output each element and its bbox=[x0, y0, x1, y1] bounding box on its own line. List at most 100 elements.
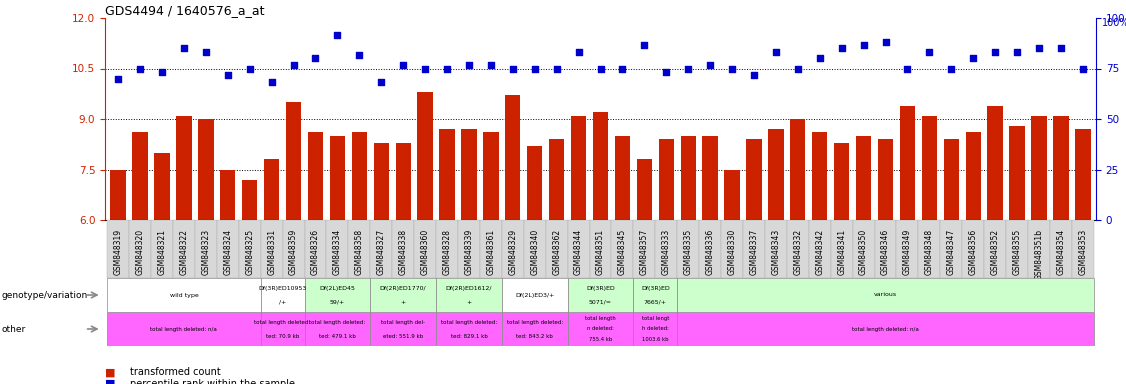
Bar bbox=[1075, 129, 1090, 220]
Text: GSM848341: GSM848341 bbox=[837, 229, 846, 275]
Text: GSM848326: GSM848326 bbox=[311, 229, 320, 275]
Text: GDS4494 / 1640576_a_at: GDS4494 / 1640576_a_at bbox=[105, 4, 265, 17]
Text: GSM848335: GSM848335 bbox=[683, 229, 692, 275]
Text: GSM848330: GSM848330 bbox=[727, 229, 736, 275]
Point bbox=[306, 55, 324, 61]
Bar bbox=[436, 220, 458, 278]
Point bbox=[876, 38, 894, 45]
Bar bbox=[502, 278, 568, 312]
Text: total length deleted: n/a: total length deleted: n/a bbox=[852, 326, 919, 331]
Point bbox=[175, 45, 193, 51]
Bar bbox=[260, 312, 304, 346]
Bar bbox=[129, 220, 151, 278]
Bar bbox=[107, 312, 260, 346]
Text: +: + bbox=[466, 300, 472, 305]
Bar bbox=[634, 312, 677, 346]
Bar bbox=[370, 220, 392, 278]
Text: 7665/+: 7665/+ bbox=[644, 300, 667, 305]
Point bbox=[197, 49, 215, 55]
Bar bbox=[439, 129, 455, 220]
Text: 1003.6 kb: 1003.6 kb bbox=[642, 338, 669, 343]
Text: GSM848342: GSM848342 bbox=[815, 229, 824, 275]
Text: GSM848321: GSM848321 bbox=[158, 229, 167, 275]
Text: ted: 479.1 kb: ted: 479.1 kb bbox=[319, 334, 356, 339]
Text: GSM848349: GSM848349 bbox=[903, 229, 912, 275]
Text: ted: 829.1 kb: ted: 829.1 kb bbox=[450, 334, 488, 339]
Text: GSM848360: GSM848360 bbox=[421, 229, 430, 275]
Bar bbox=[198, 119, 214, 220]
Bar bbox=[636, 159, 652, 220]
Point bbox=[394, 62, 412, 68]
Bar bbox=[286, 102, 302, 220]
Text: GSM848332: GSM848332 bbox=[794, 229, 803, 275]
Bar bbox=[348, 220, 370, 278]
Bar bbox=[392, 220, 414, 278]
Text: GSM848354: GSM848354 bbox=[1056, 229, 1065, 275]
Bar bbox=[502, 220, 524, 278]
Bar bbox=[283, 220, 304, 278]
Bar bbox=[1072, 220, 1093, 278]
Bar bbox=[677, 312, 1093, 346]
Bar bbox=[831, 220, 852, 278]
Text: GSM848359: GSM848359 bbox=[289, 229, 298, 275]
Text: GSM848362: GSM848362 bbox=[552, 229, 561, 275]
Text: 5071/=: 5071/= bbox=[589, 300, 613, 305]
Text: GSM848356: GSM848356 bbox=[968, 229, 977, 275]
Text: GSM848333: GSM848333 bbox=[662, 229, 671, 275]
Text: other: other bbox=[1, 324, 26, 333]
Bar bbox=[724, 169, 740, 220]
Bar bbox=[834, 142, 849, 220]
Point bbox=[262, 79, 280, 85]
Bar bbox=[263, 159, 279, 220]
Bar bbox=[351, 132, 367, 220]
Text: percentile rank within the sample: percentile rank within the sample bbox=[129, 379, 295, 384]
Text: GSM848347: GSM848347 bbox=[947, 229, 956, 275]
Text: n deleted:: n deleted: bbox=[587, 326, 614, 331]
Text: GSM848325: GSM848325 bbox=[245, 229, 254, 275]
Text: GSM848334: GSM848334 bbox=[333, 229, 342, 275]
Bar bbox=[611, 220, 634, 278]
Text: GSM848319: GSM848319 bbox=[114, 229, 123, 275]
Text: GSM848329: GSM848329 bbox=[508, 229, 517, 275]
Text: GSM848351b: GSM848351b bbox=[1035, 229, 1044, 280]
Bar bbox=[458, 220, 480, 278]
Point bbox=[942, 65, 960, 71]
Text: GSM848340: GSM848340 bbox=[530, 229, 539, 275]
Bar bbox=[592, 112, 608, 220]
Bar bbox=[1049, 220, 1072, 278]
Bar bbox=[110, 169, 126, 220]
Text: transformed count: transformed count bbox=[129, 367, 221, 377]
Bar bbox=[506, 96, 520, 220]
Text: eted: 551.9 kb: eted: 551.9 kb bbox=[383, 334, 423, 339]
Text: total length del-: total length del- bbox=[382, 320, 426, 325]
Text: GSM848327: GSM848327 bbox=[377, 229, 386, 275]
Point bbox=[350, 52, 368, 58]
Bar bbox=[304, 312, 370, 346]
Bar bbox=[634, 278, 677, 312]
Bar bbox=[966, 132, 981, 220]
Bar bbox=[195, 220, 217, 278]
Text: Df(2L)ED3/+: Df(2L)ED3/+ bbox=[515, 293, 554, 298]
Text: GSM848350: GSM848350 bbox=[859, 229, 868, 275]
Bar bbox=[1009, 126, 1025, 220]
Text: GSM848352: GSM848352 bbox=[991, 229, 1000, 275]
Bar bbox=[790, 119, 805, 220]
Text: GSM848336: GSM848336 bbox=[706, 229, 715, 275]
Text: GSM848355: GSM848355 bbox=[1012, 229, 1021, 275]
Text: GSM848361: GSM848361 bbox=[486, 229, 495, 275]
Text: total lengt: total lengt bbox=[642, 316, 669, 321]
Point bbox=[438, 65, 456, 71]
Text: Df(3R)ED: Df(3R)ED bbox=[587, 286, 615, 291]
Bar bbox=[395, 142, 411, 220]
Text: total length deleted: n/a: total length deleted: n/a bbox=[151, 326, 217, 331]
Point bbox=[635, 42, 653, 48]
Point bbox=[964, 55, 982, 61]
Point bbox=[832, 45, 850, 51]
Text: 59/+: 59/+ bbox=[330, 300, 345, 305]
Point bbox=[526, 65, 544, 71]
Point bbox=[591, 65, 609, 71]
Text: GSM848337: GSM848337 bbox=[750, 229, 759, 275]
Text: ted: 70.9 kb: ted: 70.9 kb bbox=[266, 334, 300, 339]
Bar bbox=[571, 116, 587, 220]
Bar bbox=[107, 278, 260, 312]
